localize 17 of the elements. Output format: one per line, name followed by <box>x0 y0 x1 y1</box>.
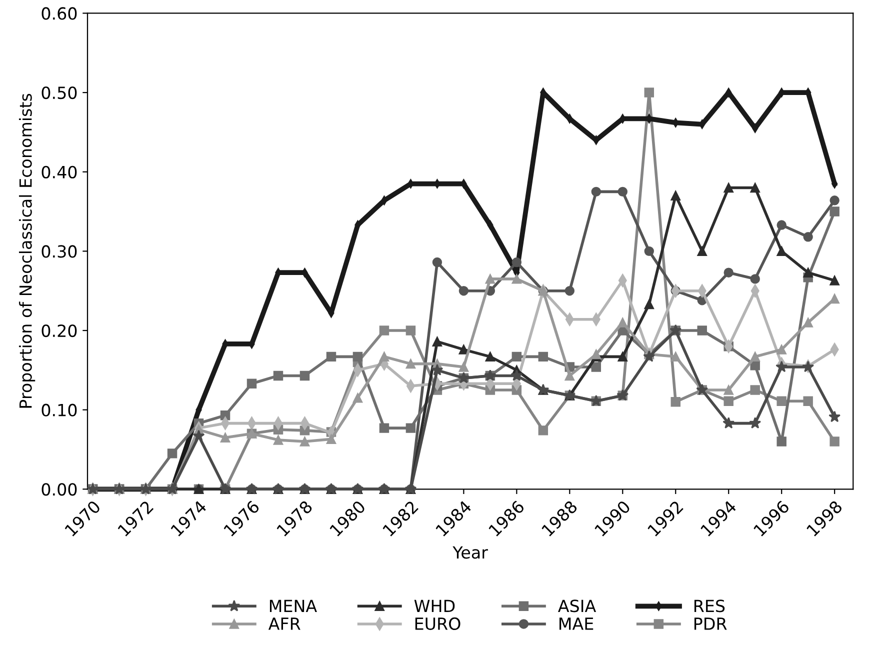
legend-label: ASIA <box>558 600 596 612</box>
y-tick-label: 0.10 <box>42 404 77 416</box>
legend-label: WHD <box>414 600 455 612</box>
legend-label: AFR <box>268 618 300 630</box>
legend-label: MENA <box>270 600 317 612</box>
y-tick-label: 0.50 <box>42 86 77 100</box>
y-tick-label: 0.40 <box>42 166 77 178</box>
y-tick-label: 0.30 <box>42 245 77 258</box>
legend-label: PDR <box>694 618 727 630</box>
legend-label: EURO <box>415 617 460 630</box>
y-tick-label: 0.00 <box>42 483 77 496</box>
y-tick-label: 0.20 <box>42 324 77 338</box>
x-axis-title: Year <box>452 546 488 559</box>
legend-label: RES <box>694 600 725 612</box>
y-tick-label: 0.60 <box>42 7 77 20</box>
legend-label: MAE <box>560 618 594 630</box>
y-axis-title: Proportion of Neoclassical Economists <box>18 94 36 408</box>
